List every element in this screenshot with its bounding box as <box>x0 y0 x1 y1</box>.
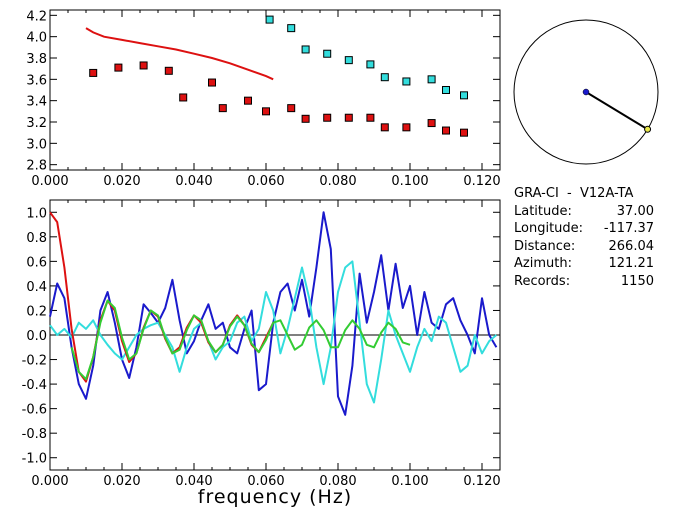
x-axis-label: frequency (Hz) <box>198 486 352 508</box>
info-row-longitude: Longitude: -117.37 <box>514 220 689 238</box>
top-point-series-0 <box>244 96 252 105</box>
top-point-series-1 <box>366 60 375 69</box>
bottom-series-line-3 <box>70 299 411 381</box>
top-point-series-0 <box>366 113 375 122</box>
top-y-tick-label: 3.0 <box>26 137 47 152</box>
bottom-y-tick-label: -0.2 <box>22 354 47 369</box>
bottom-series-line-2 <box>49 211 275 383</box>
top-point-series-0 <box>218 104 227 113</box>
azimuth-line <box>585 91 649 131</box>
top-point-series-0 <box>344 113 353 122</box>
bottom-y-tick-label: 0.4 <box>26 280 47 295</box>
top-y-tick-label: 3.6 <box>26 73 47 88</box>
bottom-y-tick-label: 0.8 <box>26 231 47 246</box>
bottom-line-plot: 0.000 0.020 0.040 0.060 0.080 0.100 0.120 1.0 0.… <box>22 199 501 489</box>
top-point-series-1 <box>265 15 274 24</box>
top-point-series-0 <box>301 114 310 123</box>
info-label: Distance: <box>514 238 576 254</box>
info-row-latitude: Latitude: 37.00 <box>514 203 689 221</box>
bottom-y-tick-label: 0.6 <box>26 255 47 270</box>
bottom-x-tick-label: 0.100 <box>391 474 428 489</box>
bottom-y-tick-label: -1.0 <box>22 452 47 467</box>
top-y-tick-label: 3.4 <box>26 95 47 110</box>
top-x-tick-label: 0.120 <box>463 174 500 189</box>
info-label: Latitude: <box>514 203 572 219</box>
azimuth-compass <box>513 19 659 165</box>
top-x-tick-label: 0.080 <box>319 174 356 189</box>
top-curve-series <box>85 27 274 81</box>
top-point-series-1 <box>442 86 450 94</box>
top-frame <box>49 9 501 171</box>
station-dot <box>582 88 590 96</box>
top-point-series-0 <box>114 63 123 72</box>
top-point-series-0 <box>380 123 389 132</box>
bottom-x-tick-label: 0.040 <box>175 474 212 489</box>
top-point-series-1 <box>287 24 296 33</box>
top-point-series-0 <box>427 119 436 128</box>
top-point-series-1 <box>460 91 468 100</box>
top-y-tick-label: 3.2 <box>26 116 47 131</box>
bottom-y-tick-label: -0.4 <box>22 378 47 393</box>
top-y-tick-label: 4.0 <box>26 31 47 46</box>
receiver-dot <box>644 125 652 133</box>
bottom-y-tick-label: 1.0 <box>26 206 47 221</box>
bottom-series-line-1 <box>49 260 498 404</box>
top-x-tick-label: 0.100 <box>391 174 428 189</box>
top-x-tick-label: 0.060 <box>247 174 284 189</box>
top-point-series-0 <box>287 104 296 113</box>
info-label: Azimuth: <box>514 256 572 271</box>
bottom-x-tick-label: 0.060 <box>247 474 284 489</box>
info-value: 1150 <box>620 273 654 289</box>
top-point-series-0 <box>460 128 468 137</box>
bottom-y-tick-label: -0.8 <box>22 427 47 442</box>
top-point-series-0 <box>402 123 411 132</box>
top-point-series-1 <box>301 45 310 54</box>
compass-circle <box>513 19 659 165</box>
top-scatter-plot: 0.000 0.020 0.040 0.060 0.080 0.100 0.120 2.8 3.… <box>26 9 500 189</box>
top-point-series-0 <box>164 66 173 75</box>
top-point-series-0 <box>139 61 148 70</box>
top-point-series-0 <box>179 93 188 102</box>
top-point-series-1 <box>344 56 353 65</box>
bottom-x-tick-label: 0.000 <box>31 474 68 489</box>
bottom-x-tick-label: 0.080 <box>319 474 356 489</box>
top-point-series-0 <box>442 126 450 135</box>
top-y-tick-label: 2.8 <box>26 159 47 174</box>
top-point-series-1 <box>380 73 389 82</box>
info-value: 121.21 <box>608 256 655 271</box>
info-value: -117.37 <box>603 221 654 236</box>
bottom-x-tick-label: 0.020 <box>103 474 140 489</box>
top-point-series-1 <box>427 75 436 84</box>
info-title: GRA-CI - V12A-TA <box>514 186 634 201</box>
top-x-tick-label: 0.040 <box>175 174 212 189</box>
top-point-series-1 <box>402 77 411 86</box>
bottom-y-tick-label: 0.0 <box>26 329 47 344</box>
top-x-tick-label: 0.000 <box>31 174 68 189</box>
info-value: 37.00 <box>616 203 654 219</box>
top-y-tick-label: 3.8 <box>26 52 47 67</box>
top-point-series-0 <box>89 68 98 77</box>
top-point-series-1 <box>323 49 332 58</box>
bottom-x-tick-label: 0.120 <box>463 474 500 489</box>
info-label: Records: <box>514 273 571 289</box>
info-row-azimuth: Azimuth: 121.21 <box>514 255 689 273</box>
info-row-records: Records: 1150 <box>514 273 689 291</box>
top-y-tick-label: 4.2 <box>26 9 47 24</box>
top-point-series-0 <box>208 78 216 87</box>
info-label: Longitude: <box>514 221 584 236</box>
station-info-panel: GRA-CI - V12A-TA Latitude: 37.00 Longitud… <box>514 185 689 290</box>
top-point-series-0 <box>323 113 332 122</box>
info-value: 266.04 <box>608 238 655 254</box>
bottom-y-tick-label: 0.2 <box>26 304 47 319</box>
info-row-distance: Distance: 266.04 <box>514 238 689 256</box>
top-x-tick-label: 0.020 <box>103 174 140 189</box>
bottom-y-tick-label: -0.6 <box>22 403 47 418</box>
top-point-series-0 <box>262 107 270 116</box>
